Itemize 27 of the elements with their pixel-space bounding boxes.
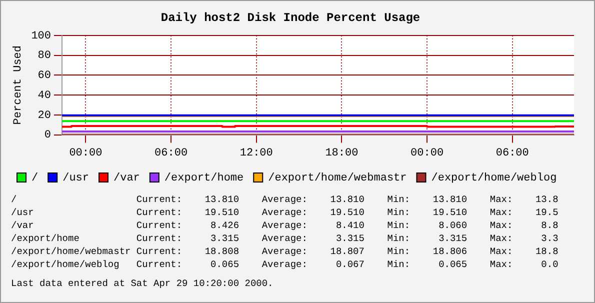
legend-label: /var <box>114 172 140 184</box>
x-tick-label: 06:00 <box>154 147 188 160</box>
y-tick-label: 100 <box>31 30 52 42</box>
x-tick-label: 00:00 <box>410 147 444 160</box>
y-tick-label: 40 <box>38 90 52 102</box>
legend-label: /export/home <box>164 172 244 184</box>
legend-label: /export/home/webmastr <box>268 172 407 184</box>
y-tick-label: 20 <box>38 110 52 122</box>
text: /export/home/webmastr Current: 18.808 Average: 18.807 Min: 18.806 Max: 18.8 <box>11 245 560 258</box>
text: /usr Current: 19.510 Average: 19.510 Min: 19.510 Max: 19.5 <box>11 206 560 219</box>
legend-label: /usr <box>62 172 90 184</box>
y-tick-label: 80 <box>38 50 52 62</box>
legend-label: /export/home/weblog <box>431 172 557 184</box>
text: /export/home/weblog Current: 0.065 Average: 0.067 Min: 0.065 Max: 0.0 <box>11 258 560 271</box>
x-tick-label: 06:00 <box>496 147 529 160</box>
y-tick-label: 0 <box>44 130 52 142</box>
text: /var Current: 8.426 Average: 8.410 Min: 8.060 Max: 8.8 <box>11 219 560 232</box>
text: Last data entered at Sat Apr 29 10:20:00 2000. <box>11 277 274 290</box>
legend-label: / <box>32 172 38 184</box>
y-axis-title: Percent Used <box>12 45 25 125</box>
y-tick-label: 60 <box>38 70 52 82</box>
text: / Current: 13.810 Average: 13.810 Min: 13.810 Max: 13.8 <box>11 193 560 206</box>
x-tick-label: 18:00 <box>325 147 358 160</box>
x-tick-label: 12:00 <box>240 147 273 160</box>
x-tick-label: 00:00 <box>69 147 102 160</box>
text: /export/home Current: 3.315 Average: 3.315 Min: 3.315 Max: 3.3 <box>11 232 560 245</box>
chart-title: Daily host2 Disk Inode Percent Usage <box>160 11 420 26</box>
